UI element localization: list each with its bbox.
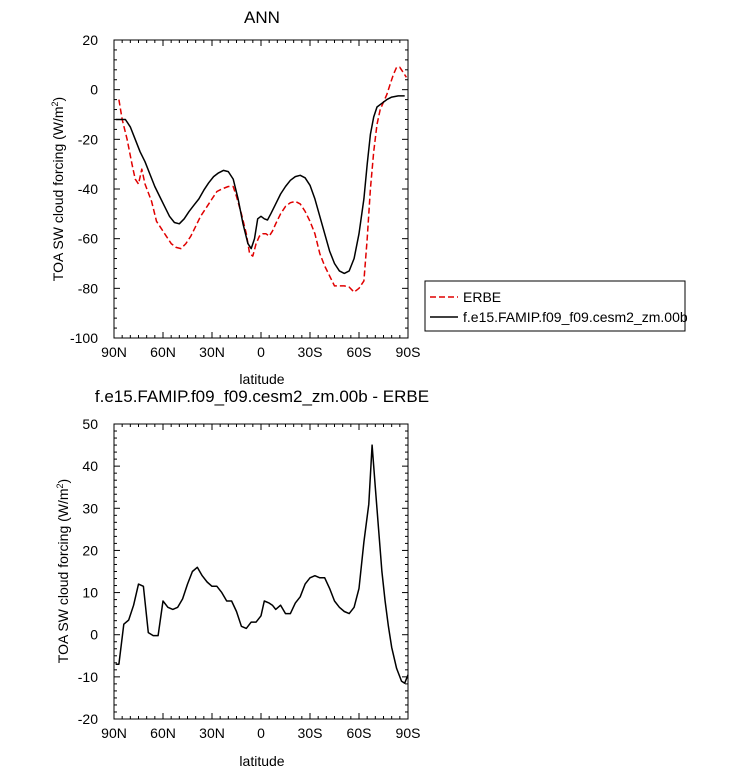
bottom-y-tick-label: -10 bbox=[78, 669, 98, 685]
bottom-panel: f.e15.FAMIP.f09_f09.cesm2_zm.00b - ERBE … bbox=[55, 387, 429, 769]
top-plot-frame bbox=[113, 39, 409, 339]
top-x-tick-label: 30S bbox=[298, 344, 323, 360]
top-x-tick-label: 60N bbox=[150, 344, 176, 360]
legend: ERBE f.e15.FAMIP.f09_f09.cesm2_zm.00b bbox=[424, 280, 688, 332]
top-y-tick-label: 0 bbox=[90, 82, 98, 98]
top-y-tick-label: -40 bbox=[78, 181, 98, 197]
bottom-x-tick-label: 90S bbox=[396, 725, 421, 741]
top-x-axis-label: latitude bbox=[239, 371, 284, 387]
top-y-tick-label: 20 bbox=[82, 32, 98, 48]
bottom-x-tick-label: 90N bbox=[101, 725, 127, 741]
bottom-y-axis-label: TOA SW cloud forcing (W/m2) bbox=[55, 479, 71, 663]
bottom-y-tick-label: 30 bbox=[82, 500, 98, 516]
top-axes: 90N 60N 30N 0 30S 60S 90S 20 0 -20 -40 -60 -80 -100 bbox=[70, 32, 420, 360]
top-series-line-f-e15-famip-f09-f09-cesm2-zm-00b bbox=[115, 95, 405, 275]
bottom-y-tick-label: 10 bbox=[82, 585, 98, 601]
bottom-x-tick-label: 30N bbox=[199, 725, 225, 741]
top-x-tick-label: 90S bbox=[396, 344, 421, 360]
top-y-tick-label: -80 bbox=[78, 280, 98, 296]
bottom-axes: 90N 60N 30N 0 30S 60S 90S 50 40 30 20 10 0 -10 -20 bbox=[78, 416, 421, 741]
top-x-tick-label: 60S bbox=[347, 344, 372, 360]
bottom-x-tick-label: 0 bbox=[257, 725, 265, 741]
top-y-tick-label: -100 bbox=[70, 330, 98, 346]
top-series-line-erbe bbox=[118, 66, 408, 293]
top-chart-title: ANN bbox=[244, 8, 280, 27]
top-y-axis-label: TOA SW cloud forcing (W/m2) bbox=[50, 97, 66, 281]
bottom-y-tick-label: 40 bbox=[82, 458, 98, 474]
top-x-tick-label: 30N bbox=[199, 344, 225, 360]
bottom-x-tick-label: 30S bbox=[298, 725, 323, 741]
bottom-y-tick-label: 0 bbox=[90, 627, 98, 643]
legend-box bbox=[424, 280, 686, 332]
bottom-y-tick-label: 20 bbox=[82, 542, 98, 558]
top-x-tick-label: 0 bbox=[257, 344, 265, 360]
top-x-tick-label: 90N bbox=[101, 344, 127, 360]
bottom-x-tick-label: 60S bbox=[347, 725, 372, 741]
bottom-y-tick-label: 50 bbox=[82, 416, 98, 432]
bottom-x-tick-label: 60N bbox=[150, 725, 176, 741]
bottom-y-tick-label: -20 bbox=[78, 711, 98, 727]
bottom-series-lines bbox=[115, 444, 409, 684]
bottom-x-axis-label: latitude bbox=[239, 753, 284, 769]
legend-label-erbe: ERBE bbox=[463, 289, 501, 305]
top-y-tick-label: -20 bbox=[78, 131, 98, 147]
bottom-chart-title: f.e15.FAMIP.f09_f09.cesm2_zm.00b - ERBE bbox=[95, 387, 429, 406]
legend-label-model: f.e15.FAMIP.f09_f09.cesm2_zm.00b bbox=[463, 309, 688, 325]
top-series-lines bbox=[115, 66, 408, 293]
top-y-tick-label: -60 bbox=[78, 231, 98, 247]
bottom-series-line-difference bbox=[115, 444, 409, 684]
top-panel: ANN 90N 60N 30N 0 30S 60S 90S 20 0 -20 -40 -60 -80 -1… bbox=[50, 8, 688, 387]
bottom-plot-frame bbox=[113, 423, 409, 720]
